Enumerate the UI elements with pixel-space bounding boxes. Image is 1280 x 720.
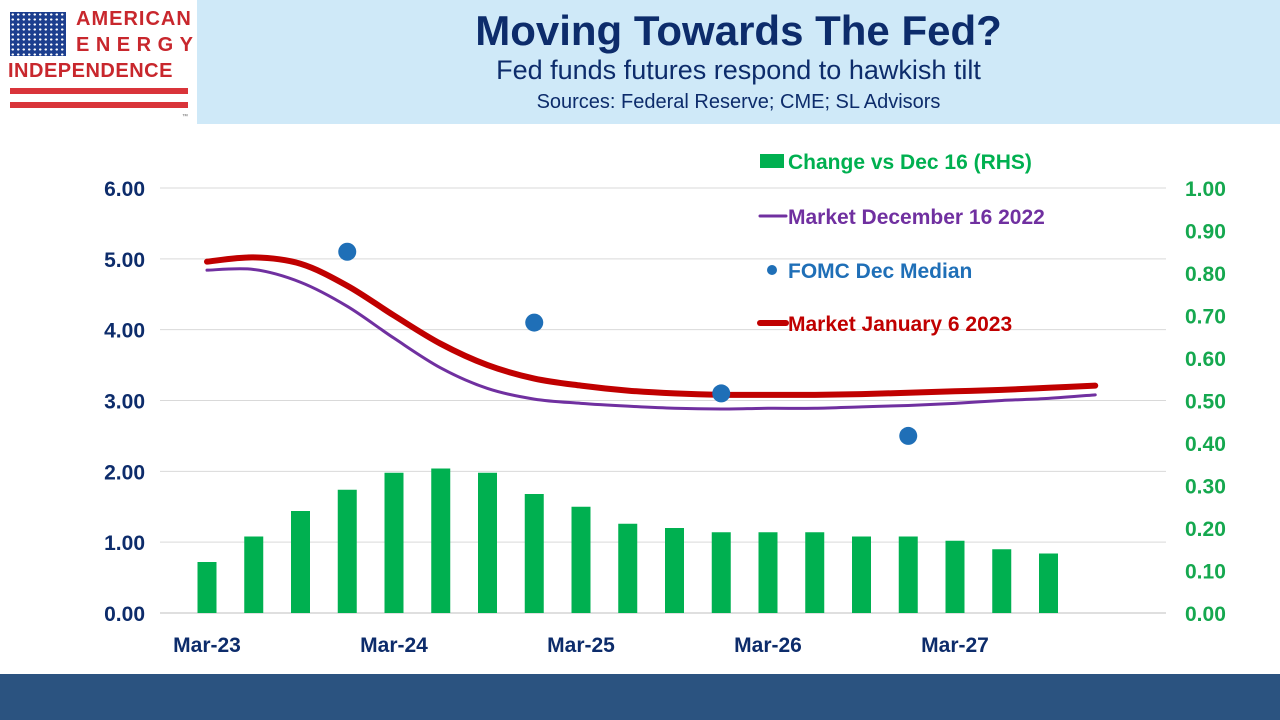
y-left-tick-label: 0.00 (104, 603, 145, 626)
bar (805, 532, 825, 613)
bar (524, 494, 544, 613)
y-left-tick-label: 4.00 (104, 320, 145, 343)
bar (384, 472, 404, 613)
y-right-tick-label: 0.20 (1185, 518, 1226, 541)
bar (852, 536, 871, 613)
legend-swatch (760, 154, 784, 168)
y-left-tick-label: 5.00 (104, 249, 145, 272)
y-left-tick-label: 2.00 (104, 461, 145, 484)
page-subtitle: Fed funds futures respond to hawkish til… (496, 55, 981, 85)
legend-label: Change vs Dec 16 (RHS) (788, 151, 1032, 174)
fomc-point (525, 313, 544, 332)
bar (898, 536, 918, 613)
series-line (204, 254, 1099, 398)
fomc-point (899, 426, 918, 445)
legend-label: FOMC Dec Median (788, 260, 972, 283)
x-tick-label: Mar-26 (734, 634, 802, 657)
bar (244, 536, 264, 613)
series-line (205, 267, 1097, 411)
header-band (0, 0, 1280, 124)
y-right-tick-label: 1.00 (1185, 178, 1226, 201)
legend-label: Market January 6 2023 (788, 313, 1012, 336)
chart: 0.00 1.00 2.00 3.00 4.00 5.00 6.00 0.00 0.10 0.20… (104, 151, 1226, 657)
flag-icon (10, 12, 66, 56)
bar (431, 468, 451, 613)
y-right-tick-label: 0.80 (1185, 263, 1226, 286)
logo-line-1: AMERICAN (76, 8, 192, 30)
bar (618, 523, 638, 613)
legend-swatch (767, 265, 777, 275)
logo-stripe (10, 88, 188, 94)
bar (478, 472, 497, 613)
y-right-tick-label: 0.70 (1185, 306, 1226, 329)
logo-trademark: ™ (182, 114, 188, 120)
x-tick-label: Mar-27 (921, 634, 989, 657)
y-right-tick-label: 0.00 (1185, 603, 1226, 626)
legend-label: Market December 16 2022 (788, 206, 1045, 229)
y-right-tick-label: 0.10 (1185, 561, 1226, 584)
y-left-tick-label: 3.00 (104, 391, 145, 414)
logo-line-2: ENERGY (76, 34, 200, 56)
bar (197, 562, 217, 613)
y-left-tick-label: 1.00 (104, 532, 145, 555)
logo-stripe (10, 102, 188, 108)
page-title: Moving Towards The Fed? (475, 7, 1002, 54)
bar (945, 540, 965, 613)
logo: AMERICAN ENERGY INDEPENDENCE ™ (0, 0, 197, 124)
bar (1039, 553, 1058, 613)
sources-note: Sources: Federal Reserve; CME; SL Adviso… (536, 91, 941, 113)
x-tick-label: Mar-23 (173, 634, 241, 657)
bar (711, 532, 731, 613)
y-right-tick-label: 0.50 (1185, 391, 1226, 414)
y-right-tick-label: 0.30 (1185, 476, 1226, 499)
fomc-point (338, 242, 357, 261)
x-tick-label: Mar-24 (360, 634, 428, 657)
fomc-point (712, 384, 731, 403)
bar (758, 532, 778, 613)
logo-line-3: INDEPENDENCE (8, 60, 173, 82)
y-right-tick-label: 0.90 (1185, 221, 1226, 244)
x-tick-label: Mar-25 (547, 634, 615, 657)
y-right-tick-label: 0.60 (1185, 348, 1226, 371)
bar (992, 549, 1012, 613)
y-left-tick-label: 6.00 (104, 178, 145, 201)
bar (665, 528, 684, 613)
bar (571, 506, 591, 613)
footer-band (0, 674, 1280, 720)
y-right-tick-label: 0.40 (1185, 433, 1226, 456)
bar (337, 489, 357, 613)
bar (291, 511, 310, 613)
